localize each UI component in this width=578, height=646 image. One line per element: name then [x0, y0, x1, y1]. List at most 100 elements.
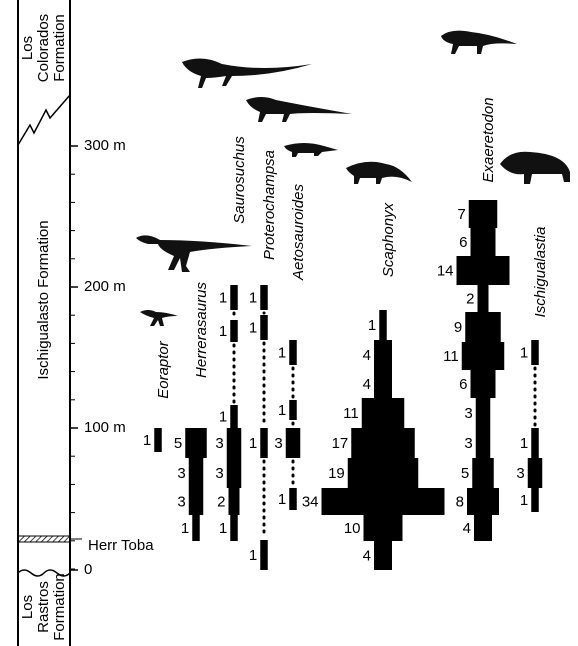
range-bar	[260, 315, 268, 340]
range-bar	[471, 370, 496, 398]
count-label: 1	[249, 547, 257, 564]
count-label: 6	[459, 376, 467, 393]
formation-label: Rastros	[35, 581, 52, 633]
count-label: 1	[219, 289, 227, 306]
count-label: 4	[363, 547, 371, 564]
range-bar	[185, 428, 207, 458]
range-bar	[227, 428, 242, 458]
range-bar	[465, 312, 501, 342]
range-bar	[351, 428, 415, 458]
range-bar	[289, 488, 297, 510]
range-bar	[230, 405, 238, 428]
range-bar	[260, 540, 268, 570]
count-label: 1	[520, 435, 528, 452]
count-label: 3	[177, 493, 185, 510]
count-label: 11	[443, 348, 459, 365]
scale-label: 0	[84, 561, 92, 578]
count-label: 2	[217, 493, 225, 510]
range-bar	[289, 400, 297, 420]
count-label: 1	[219, 520, 227, 537]
count-label: 1	[249, 289, 257, 306]
herr-toba-bed	[18, 536, 70, 542]
range-bar	[374, 370, 392, 398]
range-bar	[374, 340, 392, 370]
count-label: 3	[215, 465, 223, 482]
range-bar	[154, 428, 162, 452]
range-bar	[457, 256, 510, 285]
range-bar	[531, 488, 539, 512]
taxon-name: Eoraptor	[155, 340, 172, 399]
count-label: 4	[463, 520, 471, 537]
formation-label: Ischigualasto Formation	[35, 220, 52, 379]
count-label: 9	[454, 319, 462, 336]
count-label: 4	[363, 376, 371, 393]
stratigraphic-figure: Los Colorados Formation Ischigualasto Fo…	[0, 0, 578, 646]
range-bar	[474, 515, 492, 541]
scale-label: 100 m	[84, 419, 126, 436]
range-bar	[286, 428, 301, 458]
range-bar	[531, 340, 539, 365]
count-label: 1	[278, 344, 286, 361]
taxon-name: Scaphonyx	[380, 202, 397, 277]
range-bar	[374, 541, 392, 570]
count-label: 3	[215, 435, 223, 452]
formation-label: Los	[19, 595, 36, 619]
range-bar	[471, 228, 496, 256]
count-label: 3	[177, 465, 185, 482]
range-bar	[472, 458, 494, 488]
taxon-name: Exaeretodon	[480, 97, 497, 182]
count-label: 4	[363, 347, 371, 364]
count-label: 11	[343, 405, 359, 422]
count-label: 1	[181, 520, 189, 537]
range-bar	[289, 340, 297, 365]
count-label: 2	[466, 290, 474, 307]
count-label: 14	[437, 262, 454, 279]
count-label: 3	[274, 435, 282, 452]
count-label: 1	[249, 435, 257, 452]
range-bar	[476, 398, 491, 428]
count-label: 5	[461, 465, 469, 482]
range-bar	[531, 428, 539, 458]
formation-label: Formation	[51, 573, 68, 641]
range-bar	[469, 200, 498, 228]
count-label: 1	[278, 491, 286, 508]
range-bar	[229, 488, 240, 515]
range-bar	[362, 398, 405, 428]
count-label: 17	[332, 435, 349, 452]
taxon-name: Proterochampsa	[261, 150, 278, 260]
count-label: 1	[249, 319, 257, 336]
count-label: 1	[520, 344, 528, 361]
range-bar	[478, 285, 489, 312]
range-bar	[260, 285, 268, 310]
count-label: 3	[516, 465, 524, 482]
range-bar	[192, 515, 200, 541]
range-bar	[189, 458, 204, 488]
range-bar	[467, 488, 499, 515]
count-label: 1	[219, 323, 227, 340]
count-label: 34	[302, 493, 319, 510]
scale-label: 300 m	[84, 137, 126, 154]
count-label: 7	[457, 206, 465, 223]
taxon-name: Herrerasaurus	[193, 282, 210, 378]
count-label: 10	[344, 520, 361, 537]
formation-label: Los	[19, 36, 36, 60]
scale-label: 200 m	[84, 278, 126, 295]
count-label: 8	[456, 493, 464, 510]
taxon-name: Ischigualastia	[532, 227, 549, 318]
range-bar	[379, 310, 387, 340]
formation-label: Formation	[51, 14, 68, 82]
range-bar	[260, 428, 268, 458]
count-label: 19	[328, 465, 345, 482]
range-bar	[462, 342, 505, 370]
range-bar	[230, 320, 238, 342]
formation-label: Colorados	[35, 14, 52, 82]
count-label: 1	[278, 402, 286, 419]
range-bar	[528, 458, 543, 488]
count-label: 1	[520, 492, 528, 509]
range-bar	[476, 428, 491, 458]
count-label: 5	[174, 435, 182, 452]
range-bar	[322, 488, 445, 515]
count-label: 3	[464, 435, 472, 452]
taxon-name: Aetosauroides	[290, 184, 307, 281]
count-label: 6	[459, 234, 467, 251]
